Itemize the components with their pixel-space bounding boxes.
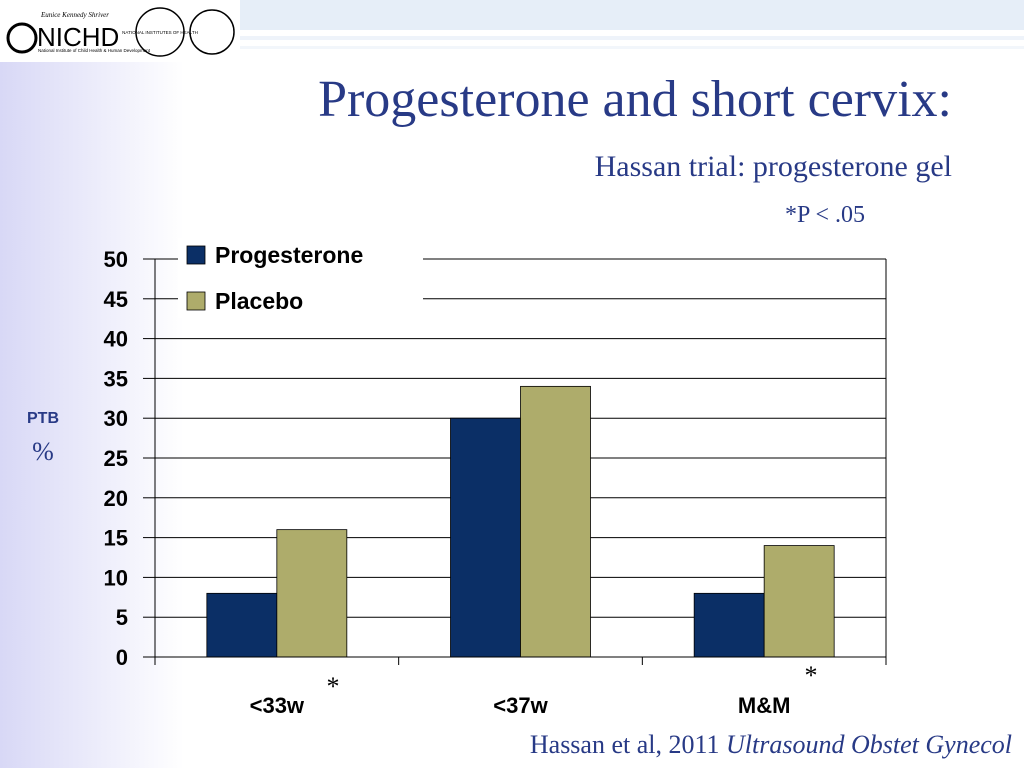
logo-tagline: Eunice Kennedy Shriver: [40, 11, 109, 19]
y-tick-label: 35: [104, 366, 128, 391]
y-tick-label: 20: [104, 486, 128, 511]
legend-label: Placebo: [215, 288, 303, 314]
y-tick-label: 5: [116, 605, 128, 630]
legend-label: Progesterone: [215, 242, 363, 268]
legend-swatch: [186, 245, 206, 265]
note: *P < .05: [785, 202, 865, 228]
y-tick-label: 0: [116, 645, 128, 670]
citation-journal: Ultrasound Obstet Gynecol: [726, 730, 1012, 759]
slide-subtitle: Hassan trial: progesterone gel: [595, 150, 952, 183]
x-tick-label: <37w: [493, 693, 548, 718]
legend-bg: [178, 238, 423, 318]
nih-seal: [135, 7, 185, 57]
legend-swatch: [186, 291, 206, 311]
y-axis-label: PTB: [27, 410, 59, 427]
bar: [206, 592, 278, 658]
y-tick-label: 10: [104, 565, 128, 590]
y-tick-label: 50: [104, 247, 128, 272]
y-tick-label: 40: [104, 327, 128, 352]
x-tick-label: M&M: [738, 693, 791, 718]
logo-institute: National Institute of Child Health & Hum…: [38, 48, 151, 53]
citation-authors: Hassan et al, 2011: [530, 730, 720, 759]
top-stripe: [213, 46, 1024, 49]
y-tick-label: 30: [104, 406, 128, 431]
y-tick-label: 25: [104, 446, 128, 471]
top-band: [213, 0, 1024, 30]
slide-title: Progesterone and short cervix:: [318, 71, 952, 128]
x-tick-label: <33w: [250, 693, 305, 718]
hhs-seal: [189, 9, 235, 55]
citation: Hassan et al, 2011 Ultrasound Obstet Gyn…: [530, 730, 1012, 759]
nih-text: NATIONAL INSTITUTES OF HEALTH: [122, 30, 198, 35]
logo-icon: [6, 22, 38, 54]
plot: 0 5 10 15 20 25 30 35 40 45 50 <33w <37w M&M Progester…: [104, 238, 887, 718]
logo-box: [0, 0, 240, 62]
annotation: *: [327, 672, 340, 701]
bar: [763, 545, 835, 658]
y-tick-label: 45: [104, 287, 128, 312]
top-stripe: [213, 36, 1024, 40]
bar: [450, 417, 521, 658]
bar: [520, 385, 591, 658]
bar: [693, 592, 765, 658]
bar: [276, 529, 348, 658]
y-tick-label: 15: [104, 526, 128, 551]
annotation: *: [805, 661, 818, 690]
y-axis-label: %: [32, 437, 54, 466]
logo-name: NICHD: [37, 22, 119, 52]
